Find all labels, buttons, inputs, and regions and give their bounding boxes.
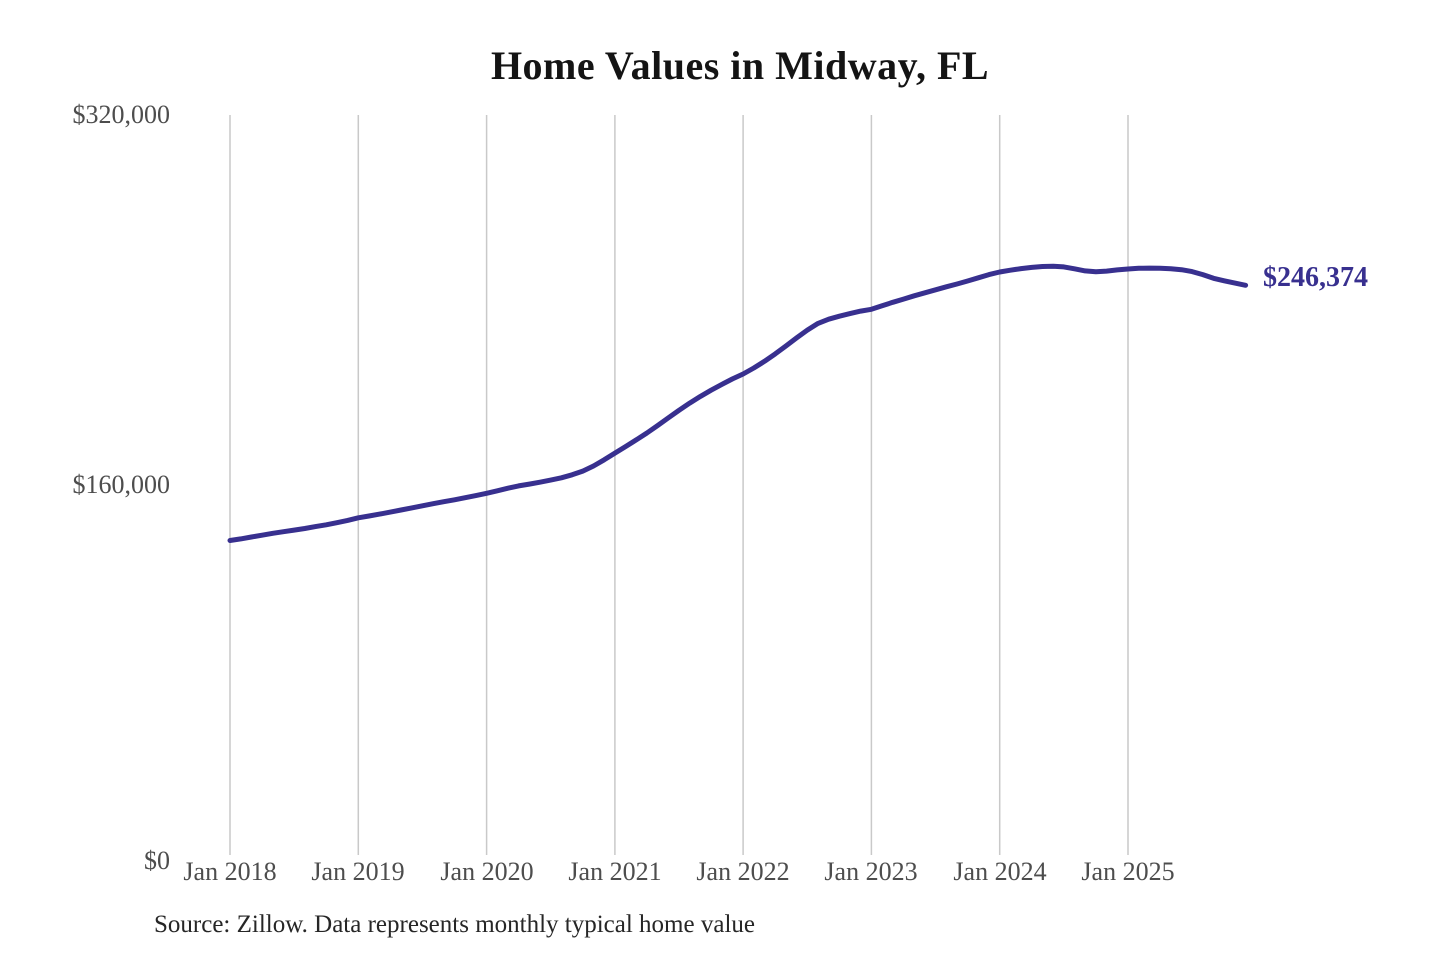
x-axis-label-jan-2025: Jan 2025 — [1081, 857, 1175, 886]
x-axis-label-jan-2020: Jan 2020 — [440, 857, 534, 886]
x-axis-label-jan-2024: Jan 2024 — [953, 857, 1047, 886]
y-axis-label-160000: $160,000 — [72, 470, 171, 499]
x-axis-label-jan-2018: Jan 2018 — [183, 857, 277, 886]
x-axis-label-jan-2019: Jan 2019 — [311, 857, 405, 886]
x-axis-label-jan-2022: Jan 2022 — [696, 857, 790, 886]
x-axis-label-jan-2021: Jan 2021 — [568, 857, 662, 886]
source-note: Source: Zillow. Data represents monthly … — [154, 911, 755, 938]
y-axis-label-320000: $320,000 — [72, 100, 171, 129]
x-axis-label-jan-2023: Jan 2023 — [824, 857, 918, 886]
latest-value-label: $246,374 — [1263, 262, 1368, 293]
chart-title: Home Values in Midway, FL — [490, 43, 990, 88]
home-value-line — [227, 263, 1249, 543]
year-gridlines — [229, 115, 1129, 855]
y-axis-label-0: $0 — [144, 846, 170, 875]
